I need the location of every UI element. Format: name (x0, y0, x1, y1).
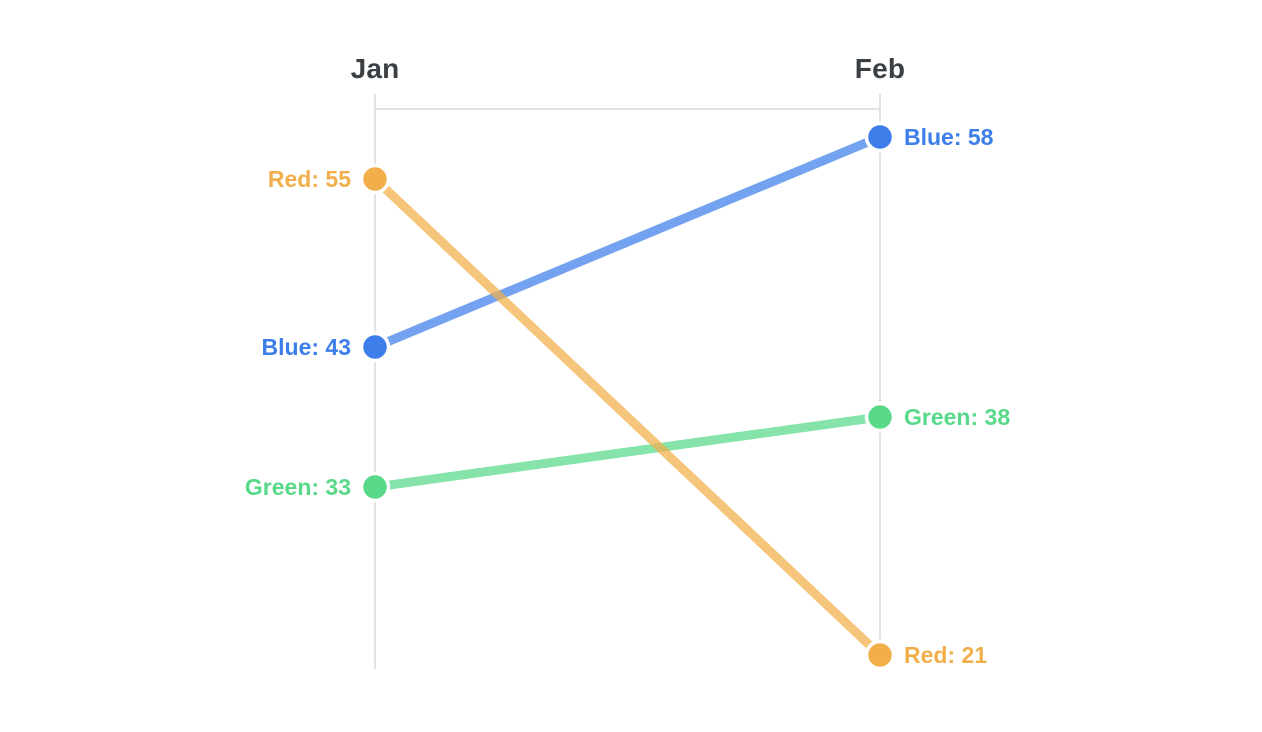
data-point-green-jan (359, 471, 391, 503)
data-point-blue-feb (864, 121, 896, 153)
column-header-feb: Feb (854, 53, 906, 84)
point-label-red-feb: Red: 21 (904, 642, 987, 668)
series-line-red (370, 174, 885, 660)
series-line-green (370, 412, 885, 492)
data-point-red-jan (359, 163, 391, 195)
data-point-red-feb (864, 639, 896, 671)
point-label-blue-jan: Blue: 43 (262, 334, 351, 360)
data-point-green-feb (864, 401, 896, 433)
data-point-blue-jan (359, 331, 391, 363)
point-label-red-jan: Red: 55 (268, 166, 351, 192)
point-label-blue-feb: Blue: 58 (904, 124, 994, 150)
point-label-green-feb: Green: 38 (904, 404, 1010, 430)
series-line-blue (370, 132, 885, 352)
point-label-green-jan: Green: 33 (245, 474, 351, 500)
column-header-jan: Jan (350, 53, 400, 84)
